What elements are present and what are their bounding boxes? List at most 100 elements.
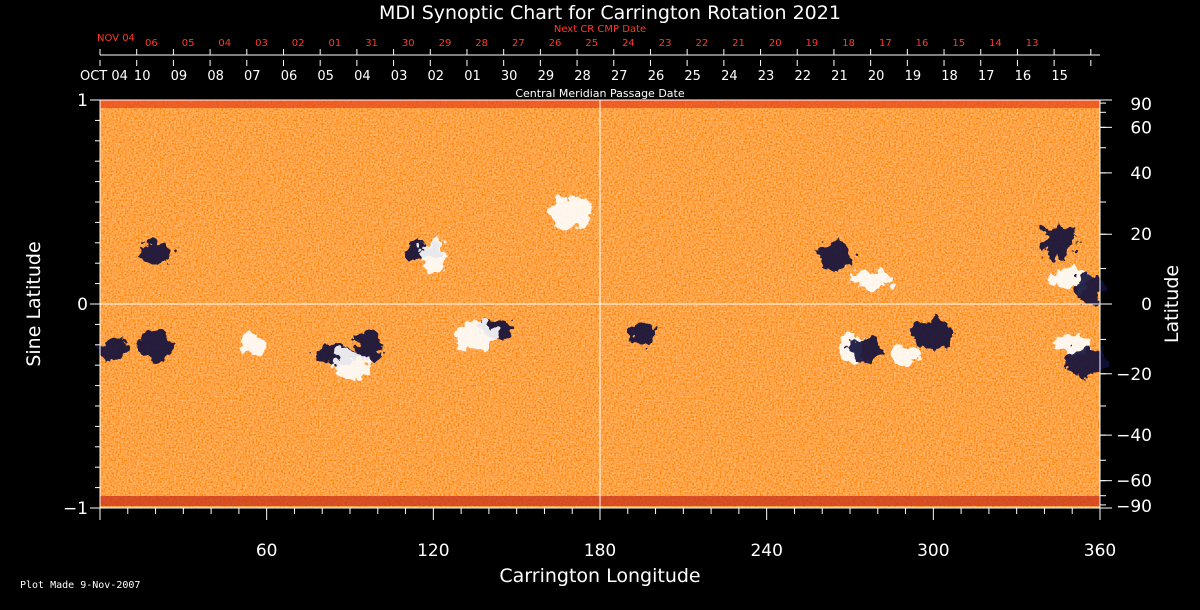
next-cr-date-label: 27 [512,38,525,49]
cmp-date-label: 09 [171,69,188,84]
positive-region [332,350,368,381]
negative-region [137,243,174,263]
cmp-date-label: 30 [501,69,518,84]
cmp-date-label: 19 [905,69,922,84]
cmp-date-label: 03 [391,69,408,84]
cmp-date-label: 21 [831,69,848,84]
negative-region [137,329,174,360]
latitude-tick-label: −20 [1116,365,1152,385]
latitude-tick-label: 90 [1130,95,1152,115]
y-axis-label-left: Sine Latitude [23,241,45,366]
x-tick-label: 120 [417,541,449,561]
negative-region [1064,346,1109,377]
x-tick-label: 300 [917,541,949,561]
next-cr-date-label: 04 [218,38,231,49]
next-cr-date-label: 22 [695,38,708,49]
cmp-date-label: 22 [794,69,811,84]
cmp-date-label: 27 [611,69,628,84]
positive-region [891,345,920,365]
cmp-date-label: 08 [207,69,224,84]
negative-region [99,338,128,359]
next-cr-date-label: 06 [145,38,158,49]
latitude-tick-label: −90 [1116,497,1152,517]
next-cr-ticks [99,49,1092,55]
cmp-date-label: 23 [758,69,775,84]
next-cr-date-label: 02 [292,38,305,49]
negative-region [818,240,855,271]
cmp-first-date: OCT 04 [80,69,128,84]
latitude-tick-label: 0 [1141,295,1152,315]
chart-title: MDI Synoptic Chart for Carrington Rotati… [379,2,841,24]
cmp-date-label: 01 [464,69,481,84]
positive-region [550,197,595,228]
x-tick-label: 240 [750,541,782,561]
cmp-date-label: 20 [868,69,885,84]
positive-region [238,334,267,355]
next-cr-date-label: 19 [806,38,819,49]
plot-area [99,99,1109,509]
next-cr-date-label: 13 [1026,38,1039,49]
cmp-date-label: 07 [244,69,261,84]
next-cr-date-label: 01 [328,38,341,49]
cmp-date-label: 06 [281,69,298,84]
positive-region [453,319,497,350]
cmp-date-label: 05 [317,69,334,84]
next-cr-date-label: 20 [769,38,782,49]
positive-region [419,240,448,271]
next-cr-date-label: 29 [439,38,452,49]
y-tick-label: 1 [77,91,88,111]
x-axis-label: Carrington Longitude [499,565,700,587]
cmp-date-label: 04 [354,69,371,84]
negative-region [355,329,384,360]
negative-region [627,324,656,345]
latitude-tick-label: 60 [1130,118,1152,138]
next-cr-date-label: 30 [402,38,415,49]
cmp-date-labels: 10 09 08 07 06 05 04 03 02 01 30 29 28 27 26 25 24 23 22 21… [134,69,1068,84]
magnetic-regions [99,197,1109,381]
next-cr-date-label: 15 [952,38,965,49]
cmp-ticks [99,60,1092,66]
top-axis-label: Central Meridian Passage Date [515,87,684,100]
next-cr-date-label: 18 [842,38,855,49]
cmp-date-label: 02 [428,69,445,84]
cmp-date-label: 29 [538,69,555,84]
y-tick-label: −1 [63,499,88,519]
next-cr-date-label: 31 [365,38,378,49]
next-cr-date-labels: 06 05 04 03 02 01 31 30 29 28 27 26 25 24 23 22 21 20 19 18… [145,38,1038,49]
next-cr-date-label: 14 [989,38,1002,49]
cmp-date-label: 10 [134,69,151,84]
next-cr-date-label: 23 [659,38,672,49]
plot-made-footer: Plot Made 9-Nov-2007 [20,580,141,591]
cmp-date-label: 18 [941,69,958,84]
positive-region [850,269,895,290]
right-axis: 90 60 40 20 0 −20 −40 −60 −90 [1100,95,1152,517]
cmp-date-label: 16 [1015,69,1032,84]
left-axis: 1 0 −1 [63,91,100,519]
next-cr-date-label: 05 [182,38,195,49]
next-cr-axis-label: Next CR CMP Date [554,24,646,35]
x-tick-label: 60 [256,541,278,561]
next-cr-date-label: 03 [255,38,268,49]
cmp-date-label: 24 [721,69,738,84]
x-tick-label: 360 [1084,541,1116,561]
next-cr-first-date: NOV 04 [97,33,135,44]
y-axis-label-right: Latitude [1161,265,1183,343]
cmp-date-label: 15 [1051,69,1068,84]
negative-region [848,338,885,359]
cmp-date-label: 28 [574,69,591,84]
next-cr-date-label: 17 [879,38,892,49]
negative-region [1040,227,1077,258]
cmp-date-label: 25 [684,69,701,84]
next-cr-date-label: 25 [585,38,598,49]
next-cr-date-label: 26 [549,38,562,49]
negative-region [1074,272,1103,303]
cmp-date-label: 26 [648,69,665,84]
bottom-axis: 60 120 180 240 300 360 [99,508,1116,561]
x-tick-label: 180 [584,541,616,561]
negative-region [911,319,956,350]
latitude-tick-label: −40 [1116,426,1152,446]
next-cr-date-label: 16 [916,38,929,49]
next-cr-date-label: 28 [475,38,488,49]
next-cr-date-label: 24 [622,38,635,49]
